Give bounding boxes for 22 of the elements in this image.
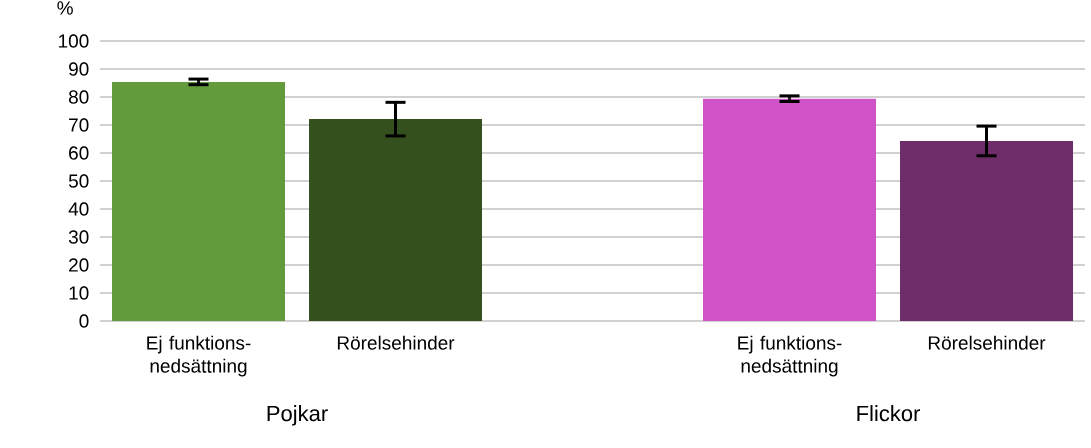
y-tick-label: 0 [79, 314, 89, 328]
y-tick-label: 60 [69, 146, 89, 160]
bar [900, 140, 1074, 321]
y-tick-label: 20 [69, 258, 89, 272]
x-tick-label: Rörelsehinder [337, 335, 455, 350]
y-tick-label: 90 [69, 62, 89, 76]
bar [309, 119, 483, 321]
y-tick-label: 100 [59, 34, 89, 48]
y-tick-label: 80 [68, 90, 89, 104]
bar [112, 81, 285, 321]
x-tick-label: Ej funktions-nedsättning [738, 335, 842, 377]
y-tick-label: 50 [68, 174, 89, 188]
y-tick-label: 30 [68, 230, 89, 244]
bar [703, 98, 877, 321]
y-tick-label: 40 [68, 202, 89, 216]
x-tick-label: Ej funktions-nedsättning [147, 335, 251, 377]
text: Flickor [857, 405, 921, 422]
y-tick-label: 70 [69, 118, 89, 132]
text: Pojkar [267, 405, 328, 426]
x-tick-label: Rörelsehinder [928, 335, 1046, 350]
y-tick-label: 10 [69, 286, 89, 300]
y-axis-title: % [57, 1, 73, 15]
